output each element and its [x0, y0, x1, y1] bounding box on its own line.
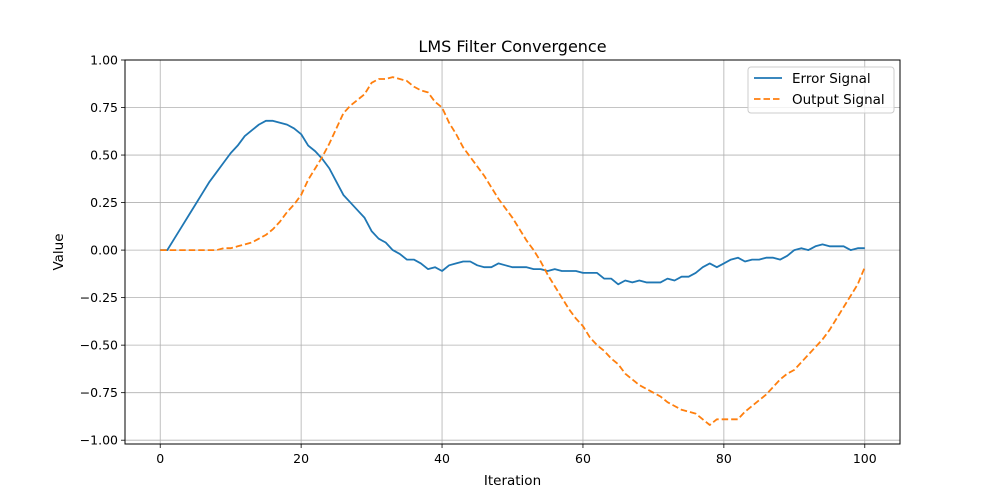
legend-box — [747, 66, 895, 114]
series-line-output-signal — [160, 76, 866, 426]
chart-title: LMS Filter Convergence — [418, 37, 606, 56]
series-line-error-signal — [160, 119, 865, 286]
x-axis-label: Iteration — [484, 473, 541, 489]
x-tick-label: 60 — [575, 451, 591, 466]
x-tick-label: 20 — [293, 451, 309, 466]
y-tick-label: 0.25 — [90, 195, 118, 210]
plot-area-frame — [124, 59, 901, 445]
legend-label-output-signal: Output Signal — [792, 92, 885, 108]
y-tick-label: −0.50 — [80, 338, 118, 353]
y-tick-label: 0.50 — [90, 148, 118, 163]
series-lines — [160, 76, 866, 426]
legend-label-error-signal: Error Signal — [792, 71, 871, 87]
x-tick-label: 40 — [434, 451, 450, 466]
y-tick-label: 1.00 — [90, 53, 118, 68]
y-axis-label: Value — [51, 233, 67, 270]
x-tick-label: 100 — [853, 451, 877, 466]
y-tick-label: −0.25 — [80, 290, 118, 305]
legend: Error Signal Output Signal — [747, 66, 895, 114]
y-tick-label: −1.00 — [80, 433, 118, 448]
axis-ticks: 0 20 40 60 80 100 −1.00 −0.75 −0.50 −0.25 0.00 0.25… — [80, 53, 877, 467]
x-tick-label: 80 — [716, 451, 732, 466]
y-tick-label: 0.00 — [90, 243, 118, 258]
x-tick-label: 0 — [156, 451, 164, 466]
y-tick-label: 0.75 — [90, 100, 118, 115]
y-tick-label: −0.75 — [80, 385, 118, 400]
